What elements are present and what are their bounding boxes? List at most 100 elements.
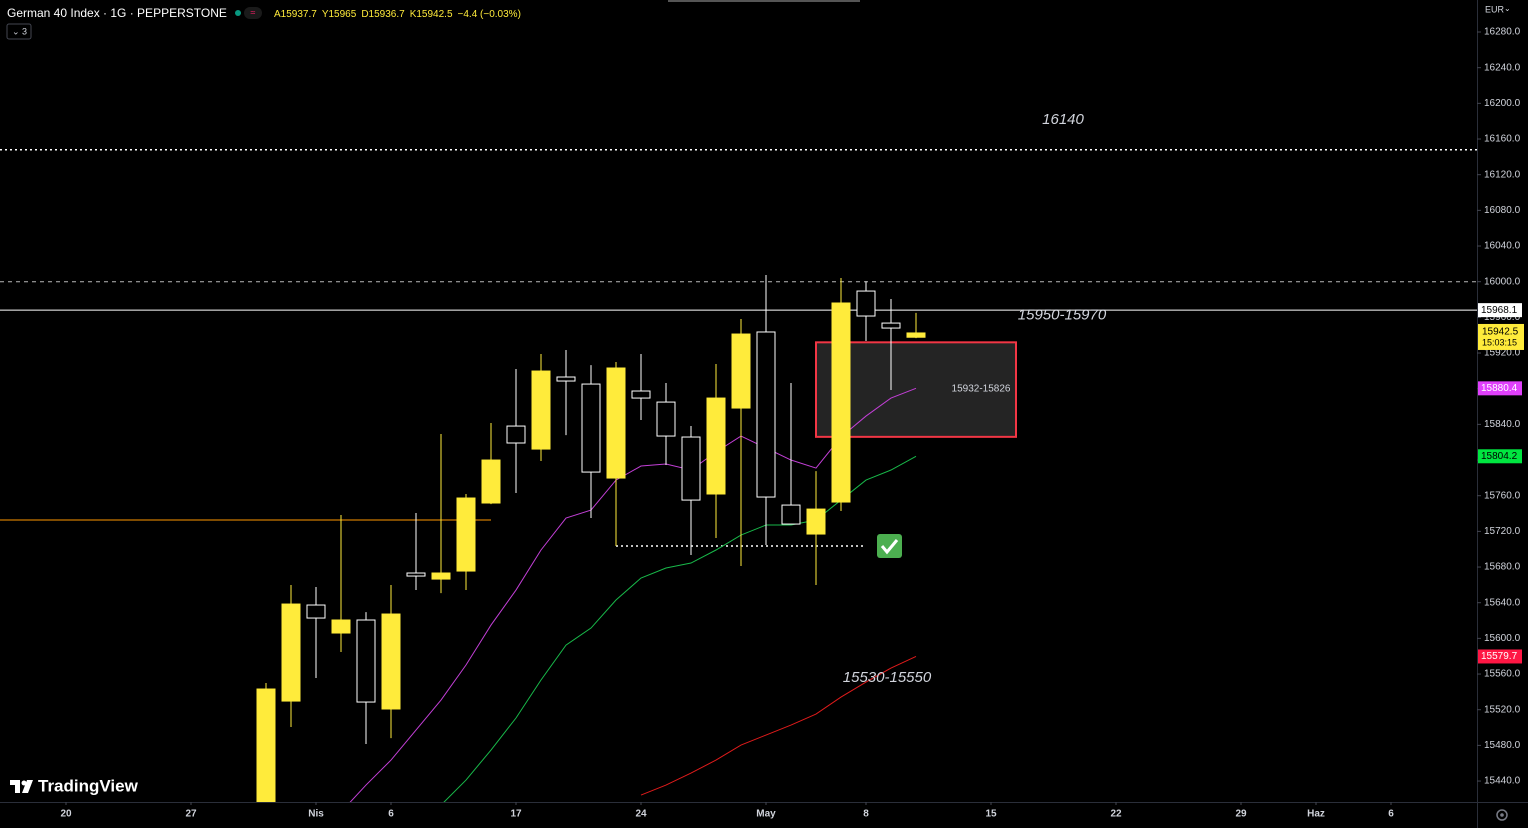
ohlc-legend: A15937.7 Y15965 D15936.7 K15942.5 −4.4 (−0.0… — [274, 9, 521, 20]
ohlc-key: D — [361, 9, 368, 20]
y-tick-label: 15640.0 — [1484, 597, 1521, 608]
candle-body — [606, 367, 626, 479]
candle-body — [506, 425, 526, 444]
currency-chevron: ⌄ — [1504, 4, 1511, 13]
y-tick-label: 15440.0 — [1484, 776, 1521, 787]
moving-average — [349, 387, 917, 802]
x-tick-label: 20 — [60, 809, 72, 820]
indicator-count: 3 — [22, 26, 27, 36]
candle-body — [831, 302, 851, 503]
candle-body — [406, 572, 426, 577]
currency[interactable]: EUR — [1485, 4, 1505, 14]
check-box — [877, 534, 902, 558]
candle-body — [631, 390, 651, 399]
ohlc-key: K — [410, 9, 417, 20]
moving-average — [443, 455, 917, 802]
x-tick-label: 27 — [185, 809, 197, 820]
candle-body — [856, 290, 876, 317]
last-price-bg — [1478, 323, 1524, 350]
ohlc-value: 15942.5 — [416, 9, 453, 20]
candle-body — [456, 497, 476, 572]
ma-tag: 15579.7 — [1481, 651, 1518, 662]
status-badge — [244, 7, 262, 19]
annotation: 16140 — [1042, 111, 1084, 128]
candle-body — [581, 383, 601, 473]
last-price: 15942.5 — [1482, 327, 1519, 338]
symbol-title[interactable]: German 40 Index · 1G · PEPPERSTONE — [7, 6, 227, 20]
y-tick-label: 16120.0 — [1484, 169, 1521, 180]
ma-tag-bg — [1478, 381, 1522, 396]
y-tick-label: 16160.0 — [1484, 134, 1521, 145]
brand-name: TradingView — [38, 776, 139, 795]
axes: 15440.0 15480.0 15520.0 15560.0 15600.0 15640… — [60, 27, 1524, 820]
y-tick-label: 15920.0 — [1484, 348, 1521, 359]
chevron: ⌄ — [12, 26, 20, 36]
y-tick-label: 15680.0 — [1484, 562, 1521, 573]
header: German 40 Index · 1G · PEPPERSTONE ≈ A15… — [6, 4, 1511, 40]
candle-body — [806, 508, 826, 535]
logo-mark — [10, 780, 33, 793]
y-tick-label: 15480.0 — [1484, 740, 1521, 751]
candle-body — [681, 436, 701, 501]
x-tick-label: 8 — [863, 809, 869, 820]
x-tick-label: May — [756, 809, 776, 820]
y-tick-label: 15520.0 — [1484, 704, 1521, 715]
y-tick-label: 15600.0 — [1484, 633, 1521, 644]
x-tick-label: 6 — [388, 809, 394, 820]
candle-body — [756, 331, 776, 498]
ma-tag: 15880.4 — [1481, 383, 1518, 394]
top-handle[interactable] — [668, 0, 860, 2]
candle-body — [781, 504, 801, 525]
y-tick-label: 16240.0 — [1484, 62, 1521, 73]
checkmark — [877, 534, 902, 558]
ohlc-value: 15937.7 — [281, 9, 318, 20]
candle-body — [906, 332, 926, 338]
check-tick — [880, 539, 899, 555]
candle-body — [331, 619, 351, 634]
candle-body — [381, 613, 401, 710]
candle-body — [431, 572, 451, 580]
brand-logo: TradingView — [10, 776, 139, 795]
x-tick-label: Haz — [1307, 809, 1325, 820]
candle-body — [656, 401, 676, 437]
gear-center — [1500, 813, 1504, 817]
candle-body — [531, 370, 551, 450]
ohlc-value: 15965 — [329, 9, 357, 20]
ohlc-key: A — [274, 9, 281, 20]
indicator-toggle[interactable] — [6, 23, 32, 40]
y-tick-label: 15840.0 — [1484, 419, 1521, 430]
ma-tag-bg — [1478, 649, 1522, 664]
zone-label: 15932-15826 — [952, 384, 1011, 395]
x-tick-label: 22 — [1110, 809, 1122, 820]
gear[interactable] — [1496, 809, 1508, 821]
y-tick-label: 16280.0 — [1484, 27, 1521, 38]
y-tick-label: 15760.0 — [1484, 490, 1521, 501]
candle-body — [556, 376, 576, 382]
ohlc-change: −4.4 (−0.03%) — [458, 9, 521, 20]
status-dot — [235, 10, 241, 16]
candle-body — [881, 322, 901, 329]
annotation: 15950-15970 — [1018, 306, 1107, 323]
status-icon: ≈ — [251, 7, 256, 17]
y-tick-label: 15560.0 — [1484, 669, 1521, 680]
x-tick-label: 24 — [635, 809, 647, 820]
countdown: 15:03:15 — [1482, 337, 1517, 347]
annotation: 15530-15550 — [843, 669, 932, 686]
plot-area: 16140 15950-15970 15530-15550 15932-15826 — [0, 111, 1477, 802]
candle-body — [481, 459, 501, 504]
x-tick-label: 29 — [1235, 809, 1247, 820]
candle-body — [306, 604, 326, 619]
settings-icon[interactable] — [1496, 809, 1508, 821]
price-tag-bg — [1478, 303, 1522, 318]
y-tick-label: 15960.0 — [1484, 312, 1521, 323]
y-tick-label: 16000.0 — [1484, 276, 1521, 287]
candle-body — [706, 397, 726, 495]
price-tag: 15968.1 — [1481, 305, 1518, 316]
y-tick-label: 16200.0 — [1484, 98, 1521, 109]
y-tick-label: 16040.0 — [1484, 241, 1521, 252]
x-tick-label: 15 — [985, 809, 997, 820]
x-tick-label: 6 — [1388, 809, 1394, 820]
logo-dot — [21, 780, 27, 786]
x-tick-label: Nis — [308, 809, 324, 820]
